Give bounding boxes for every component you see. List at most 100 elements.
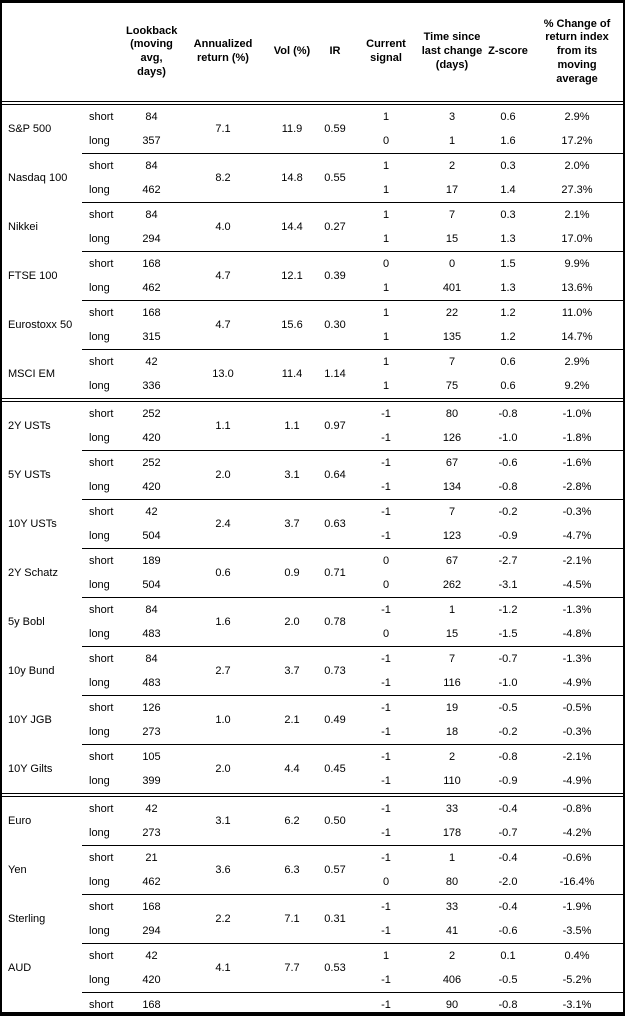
z-score-value: -0.8 <box>498 481 518 493</box>
current-signal-value: -1 <box>353 646 419 671</box>
ir-value: 0.15 <box>317 992 353 1012</box>
time-since-value: 116 <box>443 677 461 689</box>
z-score-value: 1.3 <box>500 282 516 294</box>
table-row-long: long 357 0 1 1.6 17.2% <box>2 129 623 154</box>
leg-label-short: short <box>82 499 124 524</box>
time-since-value: 67 <box>419 450 485 475</box>
header-asset <box>2 3 82 105</box>
ir-value: 0.27 <box>317 202 353 252</box>
ir-value: 0.39 <box>317 251 353 301</box>
ir-value: 0.30 <box>317 300 353 350</box>
asset-name: 5Y USTs <box>8 469 51 481</box>
pct-change-value: -1.3% <box>531 597 623 622</box>
leg-label-long: long <box>89 775 110 787</box>
current-signal-value: 1 <box>382 331 390 343</box>
header-time-since-last-change: Time since last change (days) <box>419 3 485 105</box>
header-pct-change-from-moving-average: % Change of return index from its moving… <box>531 3 623 105</box>
z-score-value: 1.2 <box>485 300 531 325</box>
header-lookback: Lookback (moving avg, days) <box>124 3 179 105</box>
time-since-value: 7 <box>419 646 485 671</box>
lookback-value: 483 <box>142 677 161 689</box>
table-row-short: Sterling short 168 2.2 7.1 0.31 -1 33 -0.4 -1.9% <box>2 894 623 944</box>
table-header: Lookback (moving avg, days) Annualized r… <box>2 3 623 105</box>
leg-label-long: long <box>89 331 110 343</box>
table-row-long: long 336 1 75 0.6 9.2% <box>2 374 623 400</box>
leg-label-short: short <box>82 597 124 622</box>
asset-name: Eurostoxx 50 <box>8 319 73 331</box>
vol-value: 11.4 <box>267 349 317 400</box>
leg-label-long: long <box>89 827 110 839</box>
vol-value: 12.1 <box>267 251 317 301</box>
leg-label-long: long <box>89 135 110 147</box>
table-row-long: long 420 -1 406 -0.5 -5.2% <box>2 968 623 993</box>
leg-label-short: short <box>82 300 124 325</box>
pct-change-value: 14.7% <box>561 331 593 343</box>
z-score-value: -1.0 <box>498 677 518 689</box>
z-score-value: -2.0 <box>498 876 518 888</box>
time-since-value: 80 <box>419 398 485 426</box>
header-z-score: Z-score <box>485 3 531 105</box>
lookback-value: 504 <box>142 579 161 591</box>
current-signal-value: -1 <box>381 530 391 542</box>
z-score-value: -0.5 <box>498 974 518 986</box>
z-score-value: 0.3 <box>485 153 531 178</box>
table-row-long: long 420 -1 126 -1.0 -1.8% <box>2 426 623 451</box>
pct-change-value: -0.3% <box>562 726 592 738</box>
time-since-value: 90 <box>419 992 485 1012</box>
pct-change-value: -3.1% <box>531 992 623 1012</box>
current-signal-value: -1 <box>353 744 419 769</box>
annualized-return-value: 2.2 <box>179 894 267 944</box>
z-score-value: 0.6 <box>485 349 531 374</box>
asset-name: 2Y Schatz <box>8 567 58 579</box>
vol-value: 0.9 <box>267 548 317 598</box>
table-row-short: 2Y Schatz short 189 0.6 0.9 0.71 0 67 -2.7 -2.1% <box>2 548 623 598</box>
time-since-value: 7 <box>419 499 485 524</box>
pct-change-value: -4.9% <box>562 775 592 787</box>
lookback-value: 483 <box>142 628 161 640</box>
time-since-value: 135 <box>442 331 462 343</box>
current-signal-value: -1 <box>353 499 419 524</box>
pct-change-value: -0.8% <box>531 793 623 821</box>
table-row-long: long 483 0 15 -1.5 -4.8% <box>2 622 623 647</box>
table-row-long: long 399 -1 110 -0.9 -4.9% <box>2 769 623 795</box>
time-since-value: 33 <box>419 894 485 919</box>
leg-label-short: short <box>82 450 124 475</box>
time-since-value: 80 <box>445 876 459 888</box>
time-since-value: 2 <box>419 943 485 968</box>
current-signal-value: 0 <box>353 548 419 573</box>
pct-change-value: -16.4% <box>559 876 595 888</box>
current-signal-value: 0 <box>382 876 390 888</box>
asset-name: 10Y JGB <box>8 714 52 726</box>
table-row-short: 5y Bobl short 84 1.6 2.0 0.78 -1 1 -1.2 -1.3% <box>2 597 623 647</box>
time-since-value: 7 <box>419 202 485 227</box>
pct-change-value: -4.7% <box>562 530 592 542</box>
leg-label-long: long <box>89 925 110 937</box>
z-score-value: -3.1 <box>498 579 518 591</box>
z-score-value: 0.6 <box>500 111 516 123</box>
leg-label-long: long <box>89 876 110 888</box>
current-signal-value: -1 <box>381 827 391 839</box>
table-row-long: long 294 -1 41 -0.6 -3.5% <box>2 919 623 944</box>
pct-change-value: -2.1% <box>531 548 623 573</box>
pct-change-value: 9.9% <box>531 251 623 276</box>
table-row-short: 10Y JGB short 126 1.0 2.1 0.49 -1 19 -0.5 -0.5% <box>2 695 623 745</box>
current-signal-value: 1 <box>353 943 419 968</box>
current-signal-value: 1 <box>382 282 390 294</box>
current-signal-value: -1 <box>353 450 419 475</box>
z-score-value: 0.1 <box>485 943 531 968</box>
pct-change-value: 2.9% <box>564 111 590 123</box>
ir-value: 0.73 <box>317 646 353 696</box>
time-since-value: 1 <box>448 135 456 147</box>
vol-value: 6.2 <box>267 793 317 846</box>
time-since-value: 33 <box>419 793 485 821</box>
vol-value: 15.6 <box>267 300 317 350</box>
current-signal-value: 0 <box>382 135 390 147</box>
header-vol: Vol (%) <box>267 3 317 105</box>
z-score-value: 0.6 <box>500 380 516 392</box>
time-since-value: 406 <box>442 974 462 986</box>
current-signal-value: -1 <box>381 925 391 937</box>
table-row-long: long 273 -1 178 -0.7 -4.2% <box>2 821 623 846</box>
current-signal-value: -1 <box>381 726 391 738</box>
annualized-return-value: 4.7 <box>179 251 267 301</box>
